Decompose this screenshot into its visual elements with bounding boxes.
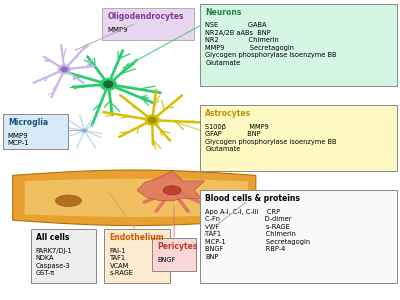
Circle shape bbox=[58, 64, 71, 74]
FancyBboxPatch shape bbox=[200, 190, 397, 283]
Text: Apo A-I, C-I, C-III    CRP
C-Fn                     D-dimer
vWF                 : Apo A-I, C-I, C-III CRP C-Fn D-dimer vWF bbox=[205, 209, 310, 260]
Text: NSE              GABA
NR2A/2B aABs  BNP
NR2              Chimerin
MMP9          : NSE GABA NR2A/2B aABs BNP NR2 Chimerin M… bbox=[205, 22, 337, 66]
Ellipse shape bbox=[216, 197, 228, 204]
Text: Oligodendrocytes: Oligodendrocytes bbox=[108, 12, 184, 21]
Text: Endothelium: Endothelium bbox=[110, 233, 164, 242]
Text: All cells: All cells bbox=[36, 233, 69, 242]
FancyBboxPatch shape bbox=[200, 105, 397, 171]
FancyBboxPatch shape bbox=[152, 238, 196, 271]
Ellipse shape bbox=[224, 191, 236, 198]
Ellipse shape bbox=[202, 194, 214, 201]
FancyBboxPatch shape bbox=[200, 4, 397, 86]
Text: MMP9
MCP-1: MMP9 MCP-1 bbox=[8, 133, 30, 146]
Text: S100β           MMP9
GFAP            BNP
Glycogen phosphorylase isoenzyme BB
Glu: S100β MMP9 GFAP BNP Glycogen phosphoryla… bbox=[205, 124, 337, 152]
Polygon shape bbox=[13, 170, 256, 226]
FancyBboxPatch shape bbox=[104, 229, 170, 283]
Text: PARK7/DJ-1
NDKA
Caspase-3
GST-π: PARK7/DJ-1 NDKA Caspase-3 GST-π bbox=[36, 248, 72, 276]
FancyBboxPatch shape bbox=[102, 8, 194, 40]
FancyBboxPatch shape bbox=[3, 114, 68, 148]
Ellipse shape bbox=[163, 186, 181, 195]
Circle shape bbox=[144, 115, 160, 126]
Text: MMP9: MMP9 bbox=[108, 27, 128, 33]
Circle shape bbox=[100, 78, 117, 91]
FancyBboxPatch shape bbox=[30, 229, 96, 283]
Circle shape bbox=[82, 129, 87, 132]
Text: Astrocytes: Astrocytes bbox=[205, 109, 251, 118]
Polygon shape bbox=[25, 179, 248, 217]
Text: Microglia: Microglia bbox=[8, 118, 48, 127]
Text: Pericytes: Pericytes bbox=[157, 242, 198, 251]
Ellipse shape bbox=[56, 195, 82, 206]
Ellipse shape bbox=[237, 195, 247, 200]
Circle shape bbox=[103, 80, 114, 88]
Text: Blood cells & proteins: Blood cells & proteins bbox=[205, 194, 300, 203]
Text: BNGF: BNGF bbox=[157, 257, 176, 263]
Circle shape bbox=[80, 128, 88, 134]
Text: PAI-1
TAF1
VCAM
s-RAGE: PAI-1 TAF1 VCAM s-RAGE bbox=[110, 248, 133, 276]
Circle shape bbox=[148, 117, 157, 124]
Text: Neurons: Neurons bbox=[205, 8, 242, 16]
Polygon shape bbox=[137, 171, 205, 201]
Circle shape bbox=[60, 66, 68, 72]
